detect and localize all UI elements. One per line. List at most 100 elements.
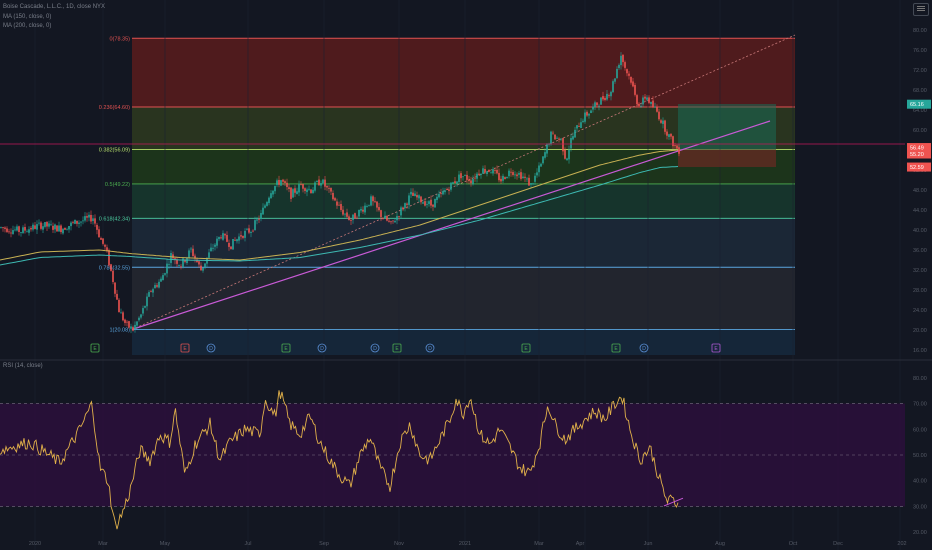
earnings-marker[interactable] [611, 343, 621, 353]
candle-body [500, 178, 502, 182]
earnings-marker[interactable] [90, 343, 100, 353]
candle-body [162, 275, 164, 281]
dividend-marker[interactable] [206, 343, 216, 353]
candle-body [530, 183, 532, 185]
price-scale-label: 48.00 [913, 188, 927, 194]
candle-body [430, 199, 432, 206]
earnings-marker[interactable] [392, 343, 402, 353]
candle-body [288, 187, 290, 190]
candle-body [608, 95, 610, 97]
fibonacci-retracement[interactable]: 0(78.35) 0.236(64.60) 0.382(56.09) 0.5(49.2… [99, 36, 795, 355]
candle-body [656, 107, 658, 112]
candle-body [198, 261, 200, 265]
time-axis-label: 2021 [459, 541, 471, 547]
fib-zone[interactable] [132, 38, 795, 107]
candle-body [152, 289, 154, 293]
candle-body [576, 125, 578, 129]
candle-body [390, 221, 392, 223]
stop-loss-box[interactable] [678, 149, 776, 168]
candle-body [216, 238, 218, 246]
candle-body [108, 250, 110, 266]
fib-zone[interactable] [132, 267, 795, 330]
candle-body [626, 69, 628, 74]
candle-body [420, 196, 422, 203]
event-marker-letter: E [183, 346, 187, 352]
ma150-legend[interactable]: MA (150, close, 0) [3, 14, 52, 20]
candle-body [578, 126, 580, 127]
dividend-marker[interactable] [639, 343, 649, 353]
candle-body [618, 64, 620, 69]
ma150-line [0, 149, 679, 261]
rsi-scale[interactable]: 80.00 70.00 60.00 50.00 40.00 30.00 20.00 [913, 376, 927, 536]
candle-body [628, 73, 630, 76]
position-tool[interactable] [678, 104, 776, 167]
candle-body [310, 189, 312, 194]
candle-body [584, 112, 586, 122]
candle-body [242, 235, 244, 238]
candle-body [338, 204, 340, 206]
fib-zone[interactable] [132, 183, 795, 219]
ma200-legend[interactable]: MA (200, close, 0) [3, 23, 52, 29]
candle-body [116, 293, 118, 300]
candle-body [588, 113, 590, 116]
candle-body [378, 207, 380, 211]
candle-body [110, 264, 112, 271]
dividend-marker[interactable] [317, 343, 327, 353]
earnings-marker[interactable] [281, 343, 291, 353]
candle-body [202, 267, 204, 271]
candle-body [564, 149, 566, 159]
fib-zone[interactable] [132, 218, 795, 268]
candle-body [442, 191, 444, 195]
candle-body [8, 231, 10, 233]
candle-body [406, 203, 408, 205]
fib-level-label: 0.5(49.22) [105, 182, 130, 188]
candle-body [158, 281, 160, 288]
candle-body [404, 203, 406, 209]
profit-target-box[interactable] [678, 104, 776, 150]
support-trendline[interactable] [131, 120, 771, 331]
symbol-legend[interactable]: Boise Cascade, L.L.C., 1D, close NYX [3, 4, 106, 10]
candle-body [450, 182, 452, 190]
candle-body [502, 175, 504, 181]
candle-body [52, 225, 54, 230]
moving-averages [0, 149, 679, 266]
candle-body [572, 136, 574, 140]
menu-icon[interactable] [913, 3, 929, 16]
candle-body [10, 232, 12, 234]
candle-body [146, 296, 148, 307]
candle-body [436, 196, 438, 200]
candle-body [446, 189, 448, 190]
candle-body [484, 169, 486, 173]
candle-body [622, 54, 624, 63]
candle-body [490, 172, 492, 174]
earnings-marker[interactable] [521, 343, 531, 353]
dividend-marker[interactable] [425, 343, 435, 353]
dividend-marker[interactable] [370, 343, 380, 353]
candle-body [182, 258, 184, 267]
candle-body [400, 207, 402, 216]
candle-body [50, 224, 52, 226]
candle-body [620, 55, 622, 66]
candle-body [90, 214, 92, 222]
rsi-legend[interactable]: RSI (14, close) [3, 363, 43, 369]
candle-body [130, 326, 132, 329]
candle-body [418, 195, 420, 199]
candle-body [466, 174, 468, 180]
candle-body [156, 285, 158, 287]
candle-body [498, 172, 500, 181]
price-badge-label: 55.20 [910, 152, 924, 158]
candle-body [402, 207, 404, 210]
trend-lines[interactable] [131, 34, 796, 331]
candle-body [536, 172, 538, 176]
earnings-marker[interactable] [711, 343, 721, 353]
dashed-trendline[interactable] [131, 34, 796, 330]
earnings-marker[interactable] [180, 343, 190, 353]
candle-body [460, 173, 462, 179]
price-scale-label: 80.00 [913, 28, 927, 34]
time-axis-label: Oct [789, 541, 798, 547]
time-axis[interactable]: 2020 Mar May Jul Sep Nov 2021 Mar Apr Jun Aug Oct De… [29, 541, 907, 547]
candle-body [590, 110, 592, 114]
candle-body [486, 171, 488, 174]
